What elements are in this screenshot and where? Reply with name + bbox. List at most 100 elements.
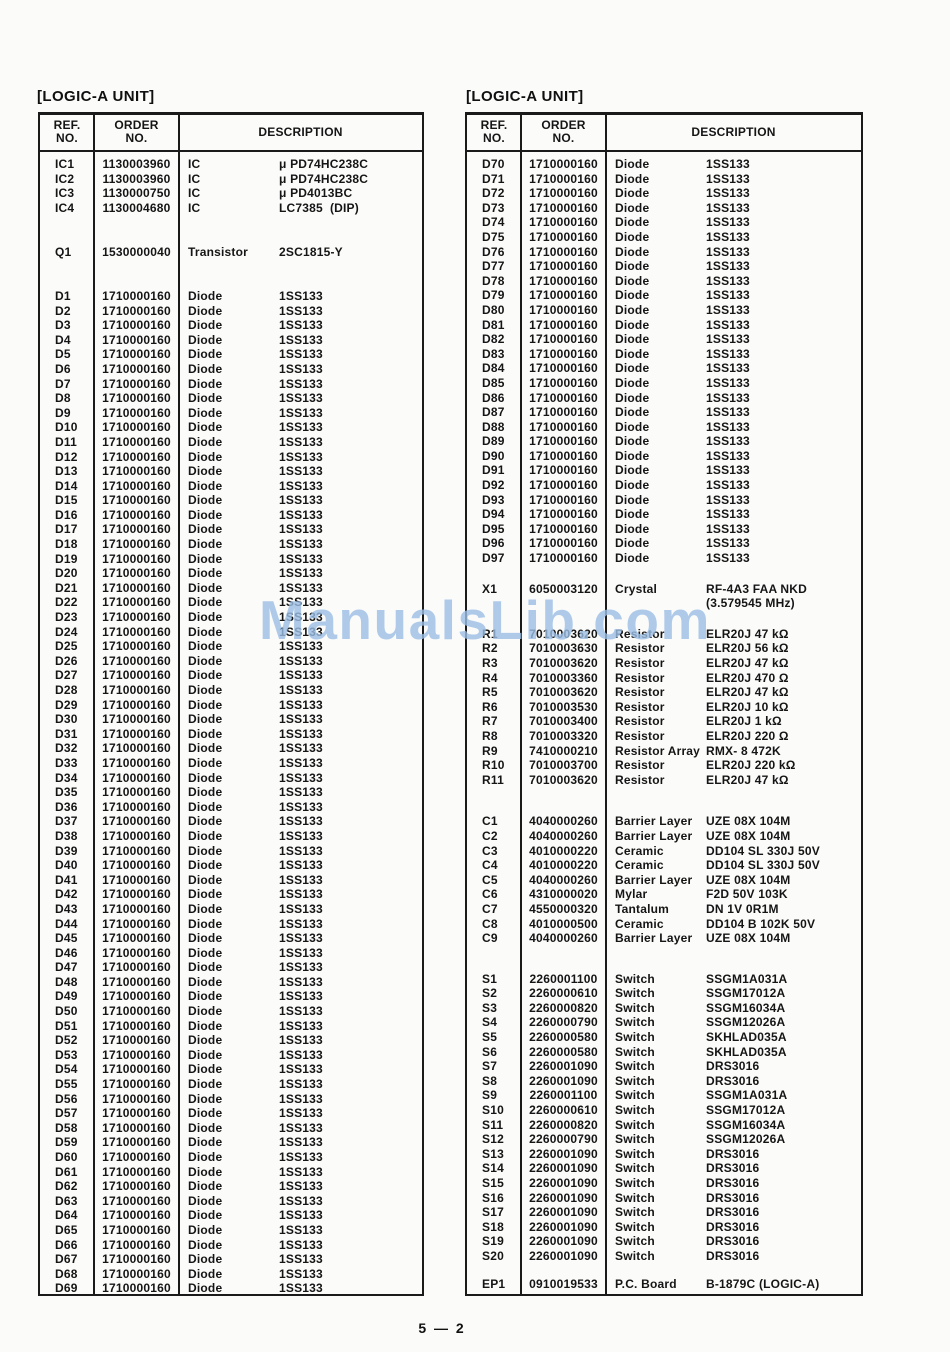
ref-cell: C4 [482,858,498,873]
ref-cell: IC1 [55,157,75,171]
table-row: S7 2260001090 Switch DRS3016 [467,1059,861,1074]
ref-cell: D62 [55,1179,78,1194]
value-cell: 1SS133 [279,916,323,931]
table-row: S2 2260000610 Switch SSGM17012A [467,986,861,1001]
ref-cell: D7 [55,376,71,391]
ref-cell: D60 [55,1150,78,1164]
ref-cell: D70 [482,157,505,171]
order-cell: 2260001090 [529,1234,598,1249]
table-row: D5 1710000160 Diode 1SS133 [40,347,422,362]
order-cell: 4310000020 [529,887,598,902]
order-cell: 6050003120 [529,581,598,596]
order-cell: 1710000160 [102,828,171,843]
ref-cell: R6 [482,699,498,714]
ref-cell: D39 [55,843,78,858]
type-cell: Switch [615,1219,655,1234]
ref-cell: R11 [482,772,504,787]
value-cell: μ PD4013BC [279,186,353,201]
type-cell: Switch [615,1030,655,1045]
ref-cell: D92 [482,478,505,493]
order-cell: 1710000160 [529,375,598,390]
type-cell: Diode [188,624,223,639]
table-row: D25 1710000160 Diode 1SS133 [40,639,422,654]
table-row: D72 1710000160 Diode 1SS133 [467,186,861,201]
ref-cell: D24 [55,624,78,639]
type-cell: Diode [615,478,650,493]
order-cell: 1710000160 [102,332,171,347]
order-cell: 1710000160 [102,361,171,376]
table-row: D88 1710000160 Diode 1SS133 [467,420,861,435]
order-cell: 1710000160 [102,318,171,333]
type-cell: Diode [188,391,223,406]
order-cell: 1710000160 [102,1120,171,1135]
table-row: D96 1710000160 Diode 1SS133 [467,536,861,551]
order-cell: 7010003620 [529,685,598,700]
table-row: D18 1710000160 Diode 1SS133 [40,537,422,552]
table-header: REF. NO. ORDER NO. DESCRIPTION [40,115,422,152]
ref-cell: D78 [482,273,505,288]
value-cell: 1SS133 [279,493,323,508]
table-row: R6 7010003530 Resistor ELR20J 10 kΩ [467,700,861,715]
parts-group-ep: EP1 0910019533 P.C. Board B-1879C (LOGIC-A) [467,1277,861,1292]
order-cell: 1710000160 [102,1281,171,1296]
type-cell: Diode [188,318,223,333]
value-cell: SSGM17012A [706,986,786,1001]
table-row: R4 7010003360 Resistor ELR20J 470 Ω [467,671,861,686]
type-cell: Diode [188,828,223,843]
table-row: D44 1710000160 Diode 1SS133 [40,917,422,932]
value-cell: 1SS133 [279,551,323,566]
table-row: D13 1710000160 Diode 1SS133 [40,464,422,479]
table-row: S8 2260001090 Switch DRS3016 [467,1074,861,1089]
ref-cell: D93 [482,492,505,507]
order-cell: 1710000160 [102,653,171,668]
ref-cell: D52 [55,1033,78,1048]
ref-cell: D65 [55,1222,78,1237]
table-row: R3 7010003620 Resistor ELR20J 47 kΩ [467,656,861,671]
order-cell: 1710000160 [529,200,598,215]
header-ref-no: REF. NO. [480,118,508,145]
order-cell: 1710000160 [102,668,171,683]
order-cell: 1710000160 [102,1193,171,1208]
order-cell: 1710000160 [102,916,171,931]
ref-cell: D47 [55,960,78,975]
table-row: IC2 1130003960 IC μ PD74HC238C [40,172,422,187]
type-cell: Diode [188,945,223,960]
ref-cell: D59 [55,1135,78,1150]
ref-cell: D64 [55,1208,78,1223]
type-cell: Barrier Layer [615,814,693,829]
order-cell: 1710000160 [102,610,171,625]
type-cell: Diode [188,493,223,508]
table-row: S14 2260001090 Switch DRS3016 [467,1161,861,1176]
table-row: D49 1710000160 Diode 1SS133 [40,989,422,1004]
ref-cell: D36 [55,799,78,814]
type-cell: Diode [188,785,223,800]
type-cell: Diode [188,551,223,566]
order-cell: 1710000160 [102,566,171,581]
value-cell: 1SS133 [279,1179,323,1194]
ref-cell: IC3 [55,186,75,201]
order-cell: 1710000160 [529,478,598,493]
ref-cell: D4 [55,332,71,347]
type-cell: Diode [188,347,223,362]
order-cell: 1710000160 [102,1106,171,1121]
table-row: S18 2260001090 Switch DRS3016 [467,1220,861,1235]
table-row: R2 7010003630 Resistor ELR20J 56 kΩ [467,641,861,656]
order-cell: 2260001090 [529,1219,598,1234]
order-cell: 1710000160 [102,580,171,595]
ref-cell: R7 [482,714,498,729]
ref-cell: D80 [482,302,505,317]
order-cell: 1710000160 [102,595,171,610]
order-cell: 7010003320 [529,728,598,743]
ref-cell: D41 [55,872,78,887]
ref-cell: R5 [482,685,498,700]
type-cell: Diode [188,683,223,697]
table-row: D93 1710000160 Diode 1SS133 [467,493,861,508]
table-row: D3 1710000160 Diode 1SS133 [40,318,422,333]
type-cell: Tantalum [615,901,670,916]
value-cell: 1SS133 [279,610,323,625]
type-cell: Diode [188,799,223,814]
order-cell: 1710000160 [529,215,598,230]
header-description: DESCRIPTION [258,125,343,139]
type-cell: Diode [615,200,650,215]
ref-cell: C5 [482,872,498,887]
